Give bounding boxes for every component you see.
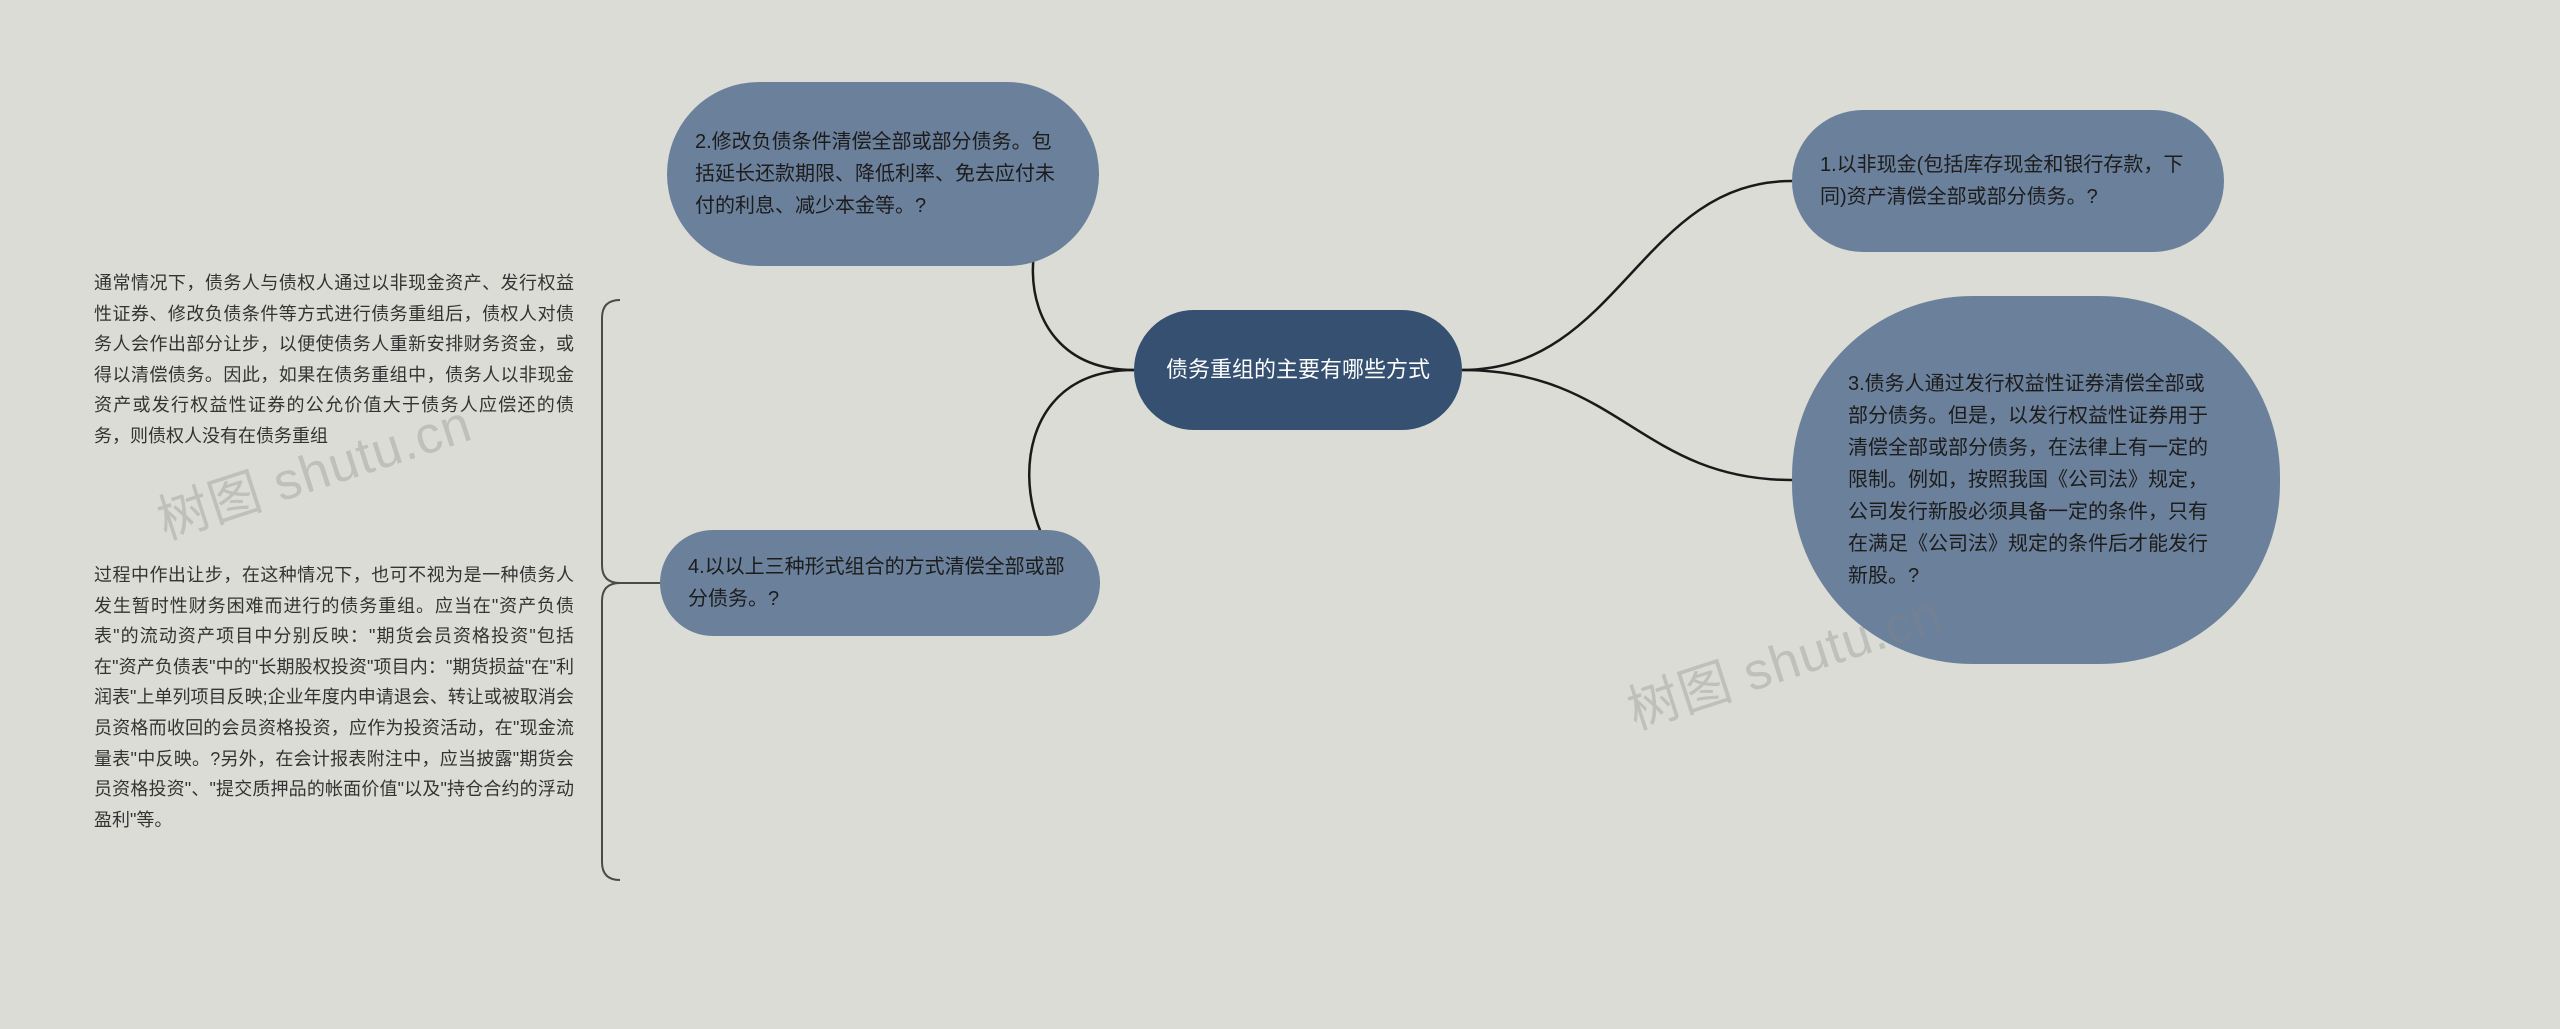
edge-center-b3 [1462,370,1792,480]
branch-node-2: 2.修改负债条件清偿全部或部分债务。包括延长还款期限、降低利率、免去应付未付的利… [667,82,1099,266]
center-node: 债务重组的主要有哪些方式 [1134,310,1462,430]
edge-center-b1 [1462,181,1792,370]
branch-node-3: 3.债务人通过发行权益性证券清偿全部或部分债务。但是，以发行权益性证券用于清偿全… [1792,296,2280,664]
center-text: 债务重组的主要有哪些方式 [1166,351,1430,388]
leaf-1-text: 通常情况下，债务人与债权人通过以非现金资产、发行权益性证券、修改负债条件等方式进… [94,268,574,452]
leaf-node-2: 过程中作出让步，在这种情况下，也可不视为是一种债务人发生暂时性财务困难而进行的债… [94,560,574,835]
branch-4-text: 4.以以上三种形式组合的方式清偿全部或部分债务。? [688,551,1072,615]
bracket-b4-leaves [602,300,660,880]
branch-3-text: 3.债务人通过发行权益性证券清偿全部或部分债务。但是，以发行权益性证券用于清偿全… [1848,368,2224,592]
leaf-node-1: 通常情况下，债务人与债权人通过以非现金资产、发行权益性证券、修改负债条件等方式进… [94,268,574,452]
branch-1-text: 1.以非现金(包括库存现金和银行存款，下同)资产清偿全部或部分债务。? [1820,149,2196,213]
branch-2-text: 2.修改负债条件清偿全部或部分债务。包括延长还款期限、降低利率、免去应付未付的利… [695,126,1071,222]
leaf-2-text: 过程中作出让步，在这种情况下，也可不视为是一种债务人发生暂时性财务困难而进行的债… [94,560,574,835]
branch-node-1: 1.以非现金(包括库存现金和银行存款，下同)资产清偿全部或部分债务。? [1792,110,2224,252]
branch-node-4: 4.以以上三种形式组合的方式清偿全部或部分债务。? [660,530,1100,636]
